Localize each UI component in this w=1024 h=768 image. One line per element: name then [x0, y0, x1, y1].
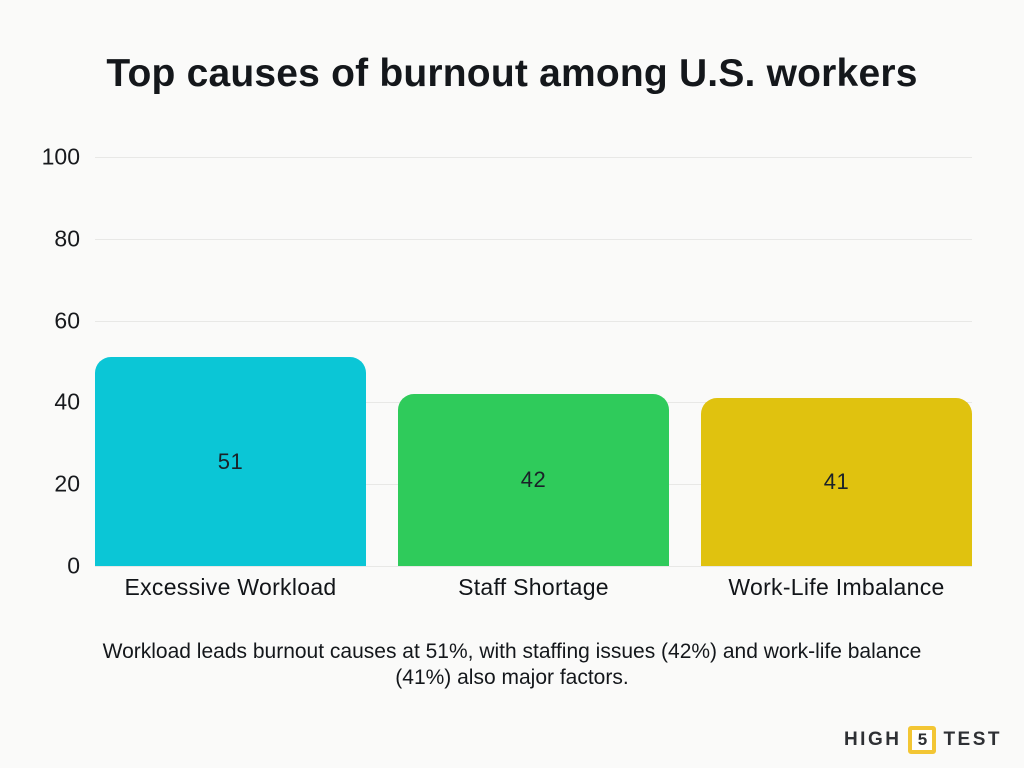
y-tick-label-0: 0 [67, 552, 80, 579]
gridline-y-60 [95, 320, 972, 322]
bar-value-label-excessive-workload: 51 [217, 448, 244, 474]
gridline-y-0 [95, 566, 972, 567]
brand-logo: HIGH 5 TEST [844, 726, 1002, 754]
bar-value-label-work-life-imbalance: 41 [823, 469, 850, 495]
y-axis: 0 20 40 60 80 100 [0, 144, 80, 579]
bar-work-life-imbalance: 41 [701, 398, 972, 566]
x-axis: Excessive Workload Staff Shortage Work-Lif… [95, 574, 972, 604]
x-axis-label-excessive-workload: Excessive Workload [124, 574, 337, 600]
y-tick-label-80: 80 [54, 225, 80, 252]
plot-area: 51 42 41 [95, 157, 972, 567]
gridline-y-80 [95, 238, 972, 240]
y-tick-label-20: 20 [54, 470, 80, 497]
gridline-y-100 [95, 157, 972, 158]
x-axis-label-work-life-imbalance: Work-Life Imbalance [728, 574, 945, 600]
y-tick-label-100: 100 [41, 143, 80, 170]
logo-word-high: HIGH [843, 729, 902, 750]
y-tick-label-60: 60 [54, 307, 80, 334]
chart-title: Top causes of burnout among U.S. workers [106, 52, 918, 95]
x-axis-label-staff-shortage: Staff Shortage [458, 574, 609, 600]
bar-excessive-workload: 51 [95, 357, 366, 566]
bar-value-label-staff-shortage: 42 [520, 467, 547, 493]
bar-staff-shortage: 42 [398, 394, 669, 566]
logo-badge-5: 5 [908, 726, 937, 754]
logo-word-test: TEST [943, 729, 1002, 750]
y-tick-label-40: 40 [54, 388, 80, 415]
chart-caption: Workload leads burnout causes at 51%, wi… [102, 640, 922, 689]
